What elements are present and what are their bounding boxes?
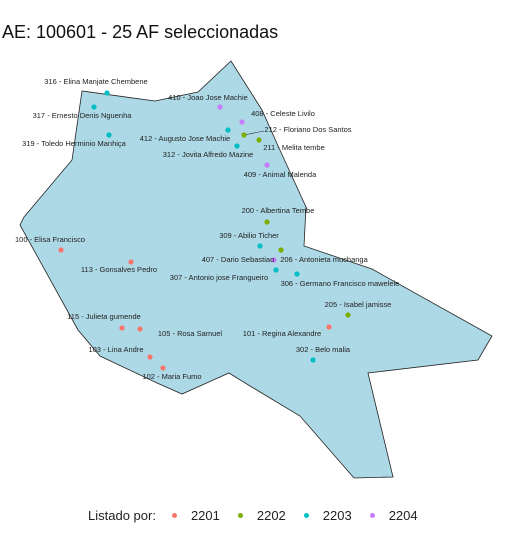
- legend-label: 2202: [256, 508, 286, 523]
- map-point-label: 407 - Dario Sebastiao: [202, 255, 275, 264]
- map-point-label: 408 - Celeste Livilo: [251, 109, 315, 118]
- map-point-2202: [278, 247, 284, 253]
- map-point-2203: [310, 357, 316, 363]
- map-point-label: 115 - Julieta gumende: [67, 312, 141, 321]
- map-points: [58, 90, 351, 371]
- legend-item-2201: 2201: [171, 508, 220, 523]
- legend-label: 2203: [322, 508, 352, 523]
- map-point-label: 105 - Rosa Samuel: [158, 329, 223, 338]
- map-point-label: 102 - Maria Fumo: [142, 372, 201, 381]
- map-labels: 316 - Elina Manjate Chembene 317 - Ernest…: [15, 77, 399, 381]
- legend-title: Listado por:: [88, 508, 156, 523]
- map-point-label: 103 - Lina Andre: [88, 345, 143, 354]
- label-leader-line: [243, 130, 265, 136]
- map-point-label: 317 - Ernesto Denis Nguenha: [33, 111, 133, 120]
- map-point-2203: [91, 104, 97, 110]
- map-point-label: 307 - Antonio jose Frangueiro: [170, 273, 268, 282]
- map-point-2203: [294, 271, 300, 277]
- map-point-2201: [119, 325, 125, 331]
- legend-label: 2204: [388, 508, 418, 523]
- map-point-2203: [104, 90, 110, 96]
- map-point-2201: [326, 324, 332, 330]
- map-point-2202: [345, 312, 351, 318]
- map-point-label: 100 - Elisa Francisco: [15, 235, 85, 244]
- map-point-2203: [225, 127, 231, 133]
- map-point-2203: [257, 243, 263, 249]
- map-point-2201: [147, 354, 153, 360]
- map-point-label: 200 - Albertina Tembe: [242, 206, 315, 215]
- map-point-2204: [271, 257, 277, 263]
- legend-label: 2201: [190, 508, 220, 523]
- legend-dot-icon: [369, 513, 375, 518]
- map-point-2203: [273, 267, 279, 273]
- legend-dot-icon: [237, 513, 243, 518]
- map-point-label: 410 - Joao Jose Machie: [168, 93, 248, 102]
- legend-dot-icon: [303, 513, 309, 518]
- map-point-label: 206 - Antonieta muchanga: [280, 255, 368, 264]
- legend-item-2203: 2203: [303, 508, 352, 523]
- map-point-2203: [106, 132, 112, 138]
- map-point-2204: [264, 162, 270, 168]
- map-point-2201: [160, 365, 166, 371]
- map-point-2201: [58, 247, 64, 253]
- map-point-2203: [234, 143, 240, 149]
- map-point-label: 101 - Regina Alexandre: [243, 329, 321, 338]
- map-point-label: 306 - Germano Francisco mawelele: [281, 279, 400, 288]
- map-point-label: 319 - Toledo Herminio Manhiça: [22, 139, 126, 148]
- map-point-label: 113 - Gonsalves Pedro: [81, 265, 157, 274]
- legend-item-2204: 2204: [369, 508, 418, 523]
- map-point-label: 211 - Melita tembe: [263, 143, 325, 152]
- map-point-label: 412 - Augusto Jose Machie: [140, 134, 230, 143]
- map-point-label: 316 - Elina Manjate Chembene: [44, 77, 147, 86]
- map-point-label: 212 - Floriano Dos Santos: [264, 125, 351, 134]
- legend: Listado por: 2201 2202 2203 2204: [88, 508, 436, 523]
- map-point-2204: [217, 104, 223, 110]
- map-point-label: 309 - Abilio Ticher: [219, 231, 279, 240]
- legend-dot-icon: [171, 513, 177, 518]
- map-point-label: 302 - Belo malia: [296, 345, 351, 354]
- area-boundary: [19, 60, 493, 479]
- map-point-2202: [264, 219, 270, 225]
- map-title: AE: 100601 - 25 AF seleccionadas: [2, 22, 279, 42]
- map-point-label: 205 - Isabel jamisse: [325, 300, 392, 309]
- map-point-label: 312 - Jovita Alfredo Mazine: [163, 150, 253, 159]
- label-leader-lines: [243, 130, 265, 136]
- map-point-label: 409 - Animal Malenda: [244, 170, 317, 179]
- map-point-2202: [256, 137, 262, 143]
- map-point-2204: [239, 119, 245, 125]
- map-point-2202: [241, 132, 247, 138]
- map-point-2201: [128, 259, 134, 265]
- map-point-2201: [137, 326, 143, 332]
- legend-item-2202: 2202: [237, 508, 286, 523]
